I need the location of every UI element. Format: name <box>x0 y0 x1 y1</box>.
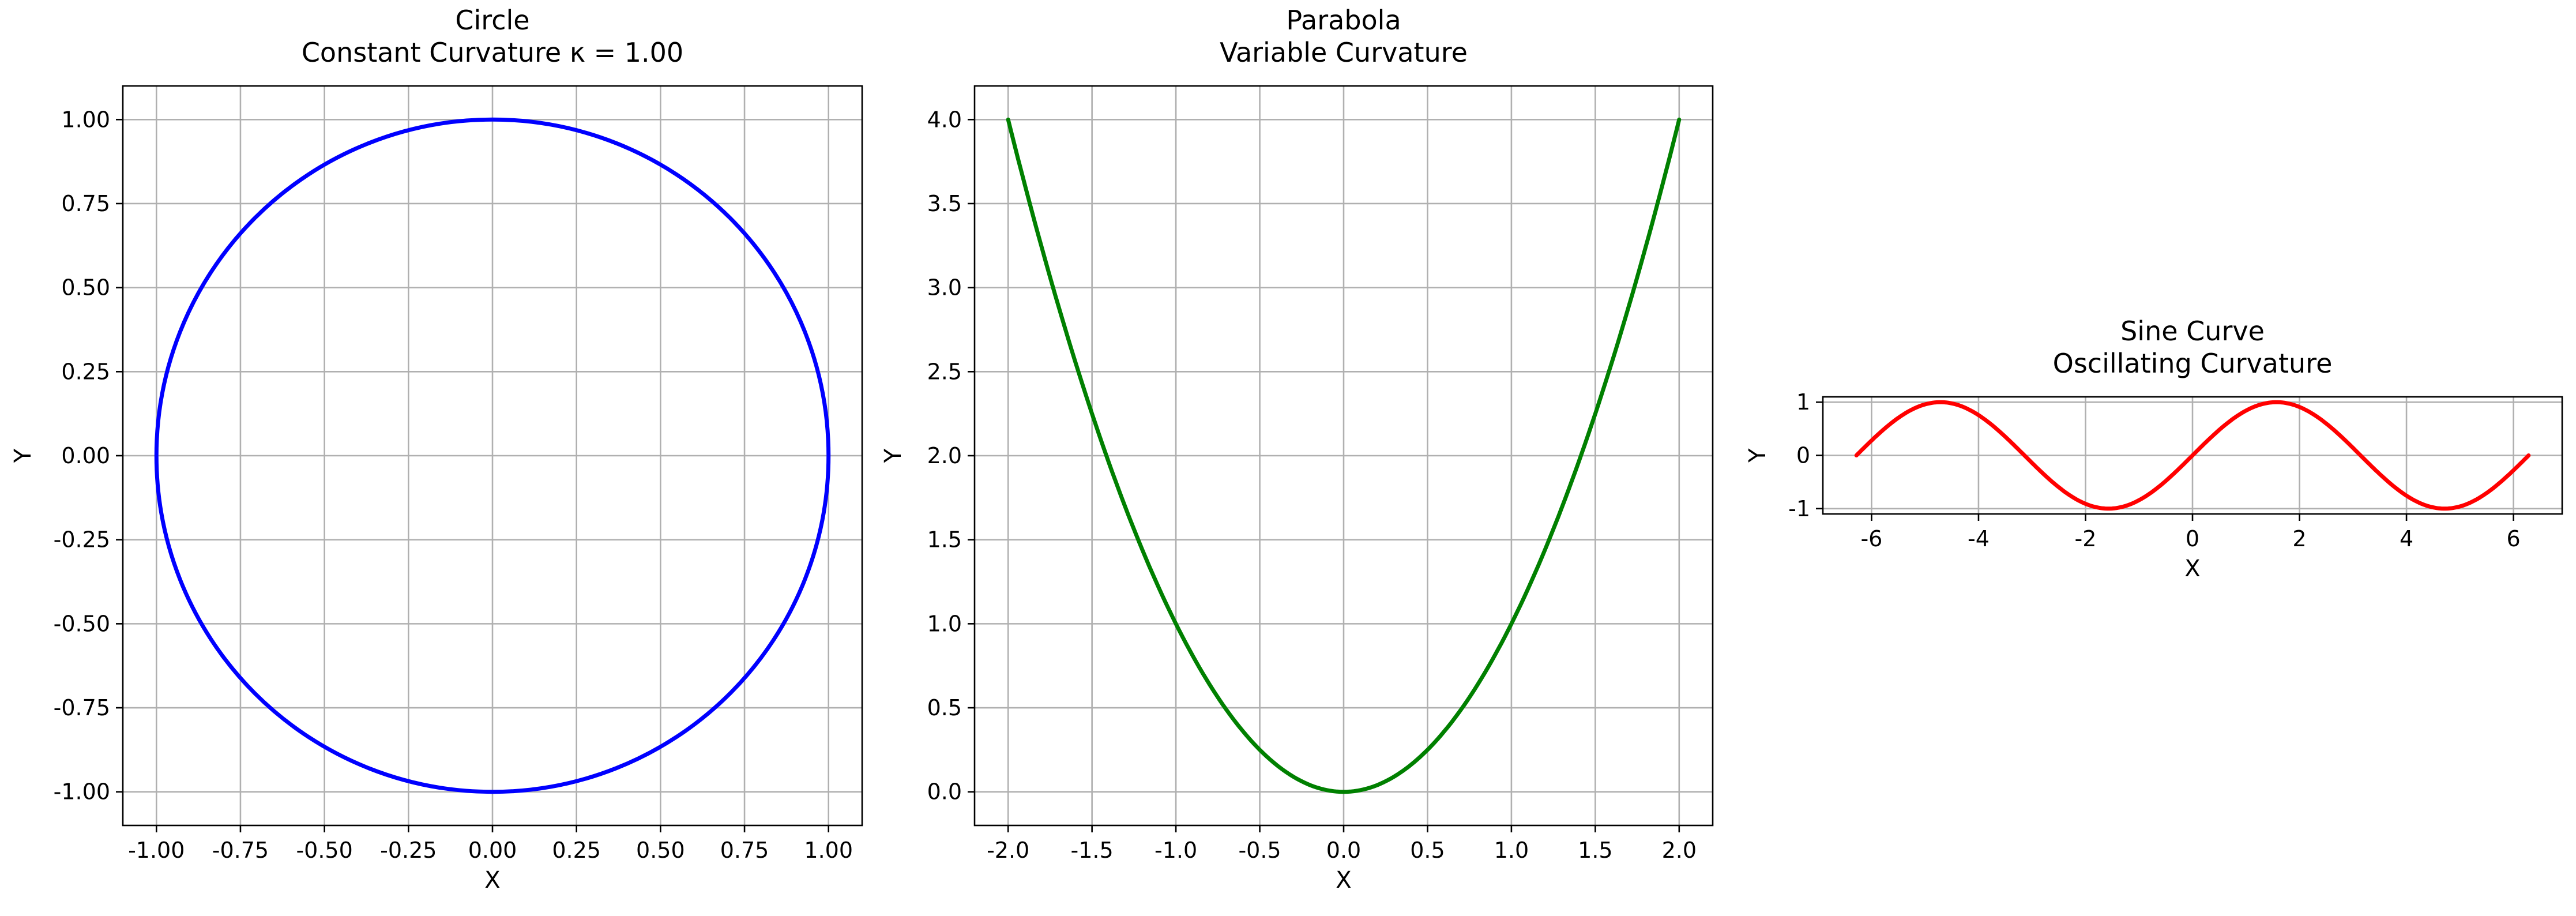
parabola-ytick-label-2: 1.0 <box>927 611 962 636</box>
circle-ytick-label-7: 0.75 <box>61 191 110 216</box>
sine-ytick-label-1: 0 <box>1796 443 1810 468</box>
circle-xtick-label-8: 1.00 <box>804 838 853 863</box>
parabola-ytick-label-1: 0.5 <box>927 695 962 720</box>
sine-ytick-label-0: -1 <box>1788 496 1810 521</box>
circle-panel: -1.00 -0.75 -0.50 -0.25 0.00 0.25 0.50 0.75 1.00… <box>10 5 863 894</box>
circle-ytick-label-6: 0.50 <box>61 275 110 301</box>
sine-xtick-label-6: 6 <box>2506 526 2520 551</box>
circle-xtick-label-6: 0.50 <box>636 838 685 863</box>
circle-title-line-1: Constant Curvature κ = 1.00 <box>302 37 683 68</box>
circle-ytick-label-3: -0.25 <box>54 527 110 553</box>
parabola-xtick-label-5: 0.5 <box>1410 838 1445 863</box>
parabola-ytick-label-6: 3.0 <box>927 275 962 301</box>
parabola-panel: -2.0 -1.5 -1.0 -0.5 0.0 0.5 1.0 1.5 2.0 0.0 0.5 1.0… <box>880 5 1714 894</box>
parabola-xtick-label-7: 1.5 <box>1578 838 1612 863</box>
sine-xtick-label-4: 2 <box>2292 526 2306 551</box>
sine-title-line-0: Sine Curve <box>2120 316 2265 347</box>
circle-xlabel: X <box>484 867 500 894</box>
sine-xtick-label-3: 0 <box>2186 526 2199 551</box>
circle-title-line-0: Circle <box>455 5 529 36</box>
circle-xtick-label-7: 0.75 <box>720 838 769 863</box>
sine-title-line-1: Oscillating Curvature <box>2053 348 2333 379</box>
sine-xtick-label-5: 4 <box>2400 526 2413 551</box>
sine-xtick-label-2: -2 <box>2075 526 2097 551</box>
circle-ytick-label-0: -1.00 <box>54 779 110 805</box>
circle-xtick-label-5: 0.25 <box>552 838 601 863</box>
parabola-xtick-label-0: -2.0 <box>987 838 1029 863</box>
parabola-series-0 <box>1006 117 1682 794</box>
circle-ytick-label-5: 0.25 <box>61 359 110 384</box>
circle-series-0 <box>154 117 831 794</box>
sine-ylabel: Y <box>1744 448 1771 463</box>
parabola-title-line-0: Parabola <box>1286 5 1401 36</box>
circle-ytick-label-1: -0.75 <box>54 695 110 720</box>
parabola-xtick-label-1: -1.5 <box>1071 838 1114 863</box>
parabola-ytick-label-7: 3.5 <box>927 191 962 216</box>
parabola-ytick-label-4: 2.0 <box>927 443 962 468</box>
parabola-xtick-label-4: 0.0 <box>1326 838 1361 863</box>
circle-ytick-label-8: 1.00 <box>61 107 110 132</box>
parabola-xlabel: X <box>1336 867 1351 894</box>
circle-xtick-label-3: -0.25 <box>380 838 437 863</box>
sine-xlabel: X <box>2184 555 2200 582</box>
circle-ytick-label-2: -0.50 <box>54 611 110 636</box>
parabola-xtick-label-2: -1.0 <box>1155 838 1197 863</box>
parabola-ylabel: Y <box>880 448 907 463</box>
parabola-ytick-label-8: 4.0 <box>927 107 962 132</box>
circle-ylabel: Y <box>10 448 36 463</box>
circle-xtick-label-4: 0.00 <box>468 838 517 863</box>
circle-xtick-label-0: -1.00 <box>128 838 185 863</box>
sine-xtick-label-0: -6 <box>1860 526 1882 551</box>
sine-series-0 <box>1854 400 2531 511</box>
parabola-ytick-label-5: 2.5 <box>927 359 962 384</box>
circle-ytick-label-4: 0.00 <box>61 443 110 468</box>
sine-xtick-label-1: -4 <box>1968 526 1990 551</box>
parabola-xtick-label-8: 2.0 <box>1662 838 1697 863</box>
sine-ytick-label-2: 1 <box>1796 389 1810 415</box>
parabola-ytick-label-0: 0.0 <box>927 779 962 805</box>
parabola-xtick-label-3: -0.5 <box>1238 838 1281 863</box>
circle-xtick-label-1: -0.75 <box>212 838 269 863</box>
parabola-ytick-label-3: 1.5 <box>927 527 962 553</box>
circle-xtick-label-2: -0.50 <box>296 838 352 863</box>
parabola-title-line-1: Variable Curvature <box>1220 37 1468 68</box>
parabola-xtick-label-6: 1.0 <box>1494 838 1529 863</box>
